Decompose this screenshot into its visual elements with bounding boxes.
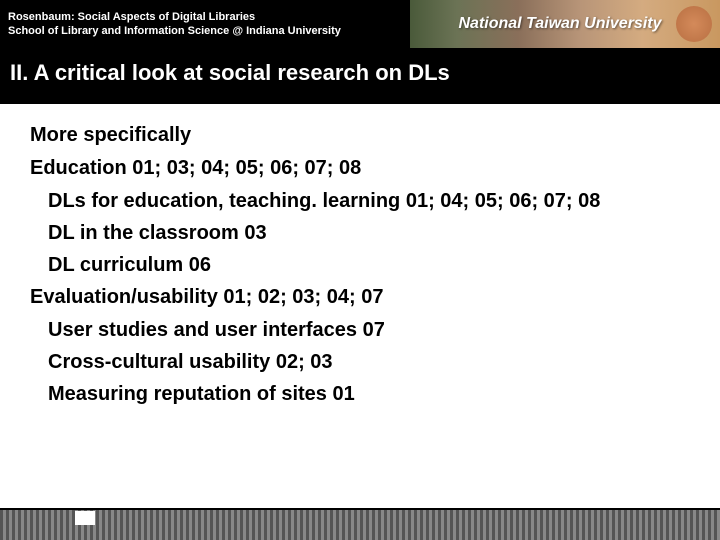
banner-university-name: National Taiwan University xyxy=(458,15,661,33)
header-line1: Rosenbaum: Social Aspects of Digital Lib… xyxy=(8,10,341,24)
header-banner: National Taiwan University xyxy=(410,0,720,48)
bullet-level2: DL curriculum 06 xyxy=(48,252,696,278)
slide-content: More specifically Education 01; 03; 04; … xyxy=(0,104,720,508)
slide-header: Rosenbaum: Social Aspects of Digital Lib… xyxy=(0,0,720,48)
bullet-level2: User studies and user interfaces 07 xyxy=(48,317,696,343)
bullet-level1: Education 01; 03; 04; 05; 06; 07; 08 xyxy=(30,155,696,182)
slide-footer-stripe xyxy=(0,510,720,540)
bullet-level1: More specifically xyxy=(30,122,696,149)
bullet-level2: DL in the classroom 03 xyxy=(48,220,696,246)
bullet-level2: Cross-cultural usability 02; 03 xyxy=(48,349,696,375)
section-title: II. A critical look at social research o… xyxy=(0,48,720,104)
bullet-level2: DLs for education, teaching. learning 01… xyxy=(48,188,696,214)
header-attribution: Rosenbaum: Social Aspects of Digital Lib… xyxy=(0,6,349,43)
bullet-level1: Evaluation/usability 01; 02; 03; 04; 07 xyxy=(30,284,696,311)
university-seal-icon xyxy=(676,6,712,42)
bullet-level2: Measuring reputation of sites 01 xyxy=(48,381,696,407)
footer-tab-icon xyxy=(75,511,95,525)
header-line2: School of Library and Information Scienc… xyxy=(8,24,341,38)
